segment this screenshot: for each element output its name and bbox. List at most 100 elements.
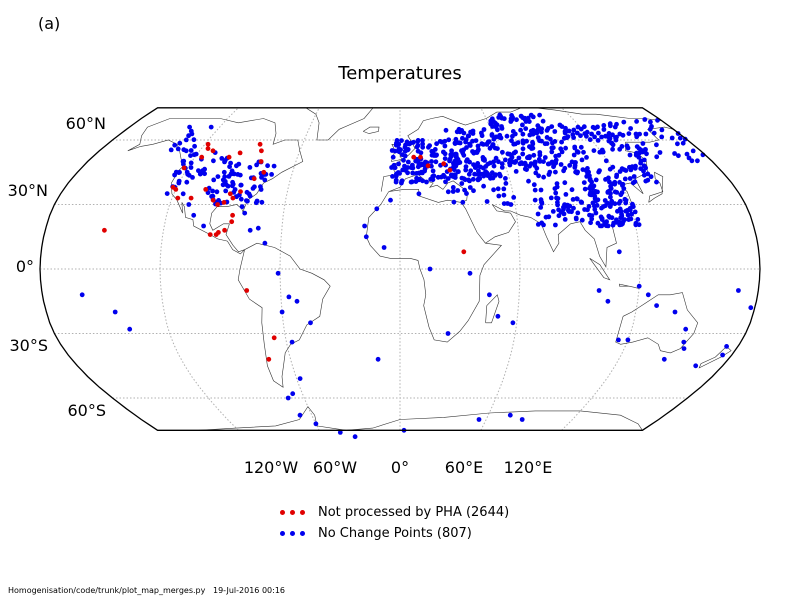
station-point bbox=[187, 124, 193, 130]
station-point bbox=[496, 193, 502, 199]
station-point bbox=[230, 183, 235, 189]
station-point bbox=[457, 140, 463, 146]
station-point bbox=[484, 142, 490, 147]
station-point bbox=[485, 171, 491, 177]
station-point bbox=[420, 138, 425, 143]
station-point bbox=[442, 143, 448, 149]
station-point bbox=[595, 189, 600, 195]
station-point bbox=[638, 160, 643, 166]
station-point bbox=[441, 161, 447, 167]
station-point bbox=[227, 191, 233, 197]
station-point bbox=[541, 159, 546, 165]
station-point bbox=[574, 130, 580, 136]
legend-label-not-processed: Not processed by PHA (2644) bbox=[318, 505, 510, 520]
station-point bbox=[453, 163, 459, 169]
station-point bbox=[501, 201, 507, 207]
station-point bbox=[399, 138, 404, 144]
station-point bbox=[470, 149, 475, 154]
station-point bbox=[548, 195, 554, 201]
lat-label-30s: 30°S bbox=[9, 336, 48, 355]
station-point bbox=[573, 160, 578, 165]
station-point bbox=[476, 147, 481, 152]
station-point bbox=[633, 222, 639, 228]
station-point bbox=[470, 176, 476, 182]
station-point bbox=[619, 213, 625, 219]
station-point bbox=[578, 126, 584, 132]
station-point bbox=[695, 158, 700, 164]
station-point bbox=[592, 134, 597, 140]
station-point bbox=[509, 154, 515, 160]
station-point bbox=[605, 298, 611, 304]
station-point bbox=[603, 177, 608, 182]
station-point bbox=[245, 198, 250, 204]
station-point bbox=[566, 128, 572, 134]
station-point bbox=[539, 199, 545, 205]
station-point bbox=[455, 169, 461, 175]
station-point bbox=[551, 163, 557, 168]
lon-label-60e: 60°E bbox=[444, 458, 484, 477]
station-point bbox=[484, 199, 490, 204]
station-point bbox=[451, 199, 457, 205]
station-point bbox=[467, 185, 473, 190]
station-point bbox=[390, 174, 395, 179]
station-point bbox=[181, 165, 187, 171]
station-point bbox=[520, 138, 526, 144]
station-point bbox=[620, 183, 625, 188]
station-point bbox=[571, 205, 576, 211]
station-point bbox=[607, 214, 612, 220]
station-point bbox=[559, 149, 565, 155]
station-point bbox=[520, 122, 525, 128]
station-point bbox=[537, 159, 543, 164]
station-point bbox=[480, 142, 486, 147]
lon-label-0: 0° bbox=[390, 458, 410, 477]
coastlines bbox=[127, 107, 732, 431]
station-point bbox=[559, 139, 564, 145]
station-point bbox=[175, 195, 181, 201]
station-point bbox=[511, 195, 517, 200]
station-point bbox=[556, 213, 562, 219]
station-point bbox=[244, 288, 250, 293]
station-point bbox=[450, 185, 456, 190]
station-point bbox=[352, 434, 358, 440]
station-point bbox=[595, 138, 601, 143]
legend-row-not-processed: Not processed by PHA (2644) bbox=[278, 502, 509, 523]
station-point bbox=[530, 114, 536, 120]
station-point bbox=[649, 124, 654, 129]
station-point bbox=[496, 159, 501, 165]
station-point bbox=[493, 124, 499, 130]
station-point bbox=[188, 195, 194, 201]
station-point bbox=[475, 177, 481, 183]
station-point bbox=[587, 177, 593, 183]
station-point bbox=[362, 223, 367, 229]
station-point bbox=[508, 202, 514, 207]
station-point bbox=[578, 144, 584, 150]
station-point bbox=[535, 127, 541, 132]
station-point bbox=[598, 149, 604, 155]
station-point bbox=[591, 148, 597, 154]
station-point bbox=[390, 154, 396, 160]
station-point bbox=[559, 124, 565, 129]
lat-label-30n: 30°N bbox=[7, 181, 48, 200]
station-point bbox=[686, 155, 692, 161]
station-point bbox=[462, 187, 467, 193]
station-point bbox=[562, 217, 568, 222]
station-point bbox=[661, 356, 667, 362]
station-point bbox=[471, 162, 476, 168]
station-point bbox=[468, 129, 473, 135]
station-point bbox=[566, 208, 571, 214]
station-point bbox=[251, 176, 257, 182]
station-point bbox=[509, 138, 514, 144]
map-boundary bbox=[39, 107, 761, 431]
station-point bbox=[450, 189, 456, 194]
station-point bbox=[534, 165, 540, 171]
station-point bbox=[313, 421, 319, 427]
station-point bbox=[180, 191, 186, 197]
station-point bbox=[495, 186, 501, 192]
station-point bbox=[176, 178, 182, 184]
station-point bbox=[262, 240, 268, 246]
station-point bbox=[588, 220, 593, 226]
station-point bbox=[599, 223, 605, 229]
station-point bbox=[684, 151, 690, 157]
station-point bbox=[413, 179, 419, 185]
station-point bbox=[396, 161, 401, 167]
